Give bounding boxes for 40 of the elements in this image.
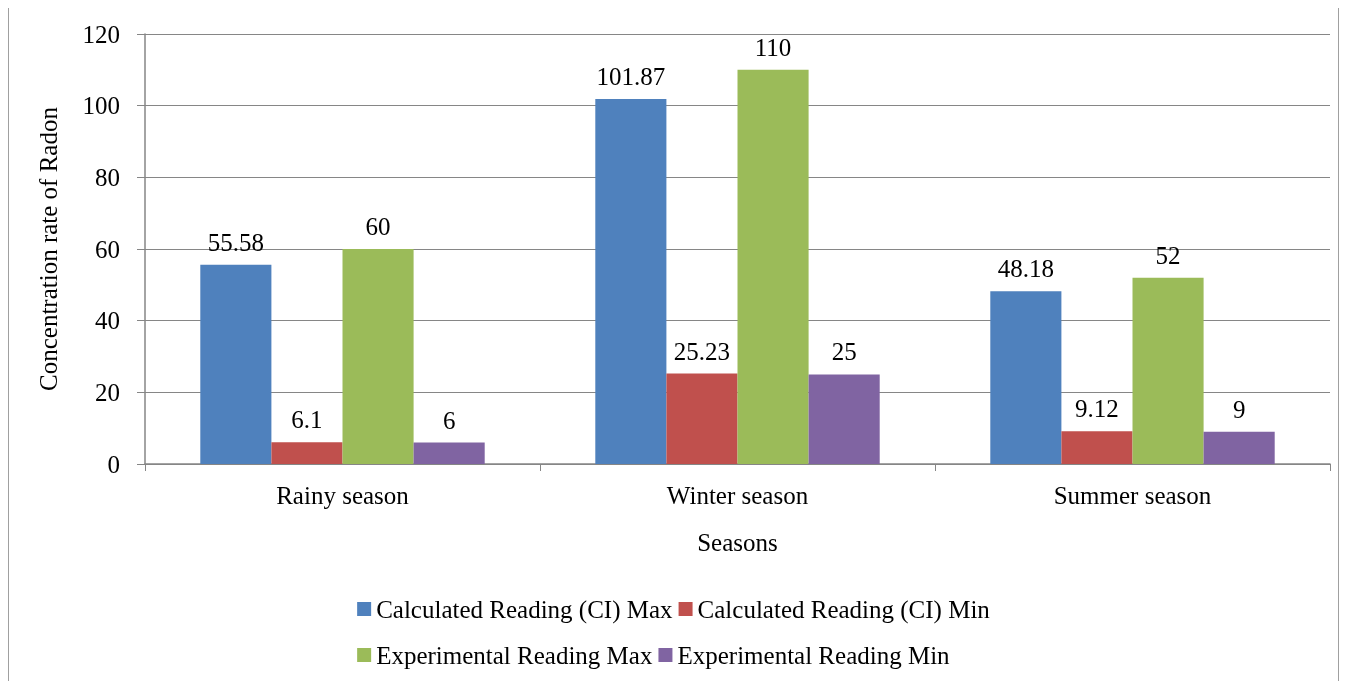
data-label: 9.12 xyxy=(1075,395,1119,423)
legend-label: Calculated Reading (CI) Max xyxy=(376,595,674,624)
bar xyxy=(1132,277,1204,464)
legend-label: Calculated Reading (CI) Min xyxy=(697,595,991,624)
y-tick-label: 0 xyxy=(107,450,120,478)
y-tick-label: 100 xyxy=(82,92,120,120)
legend-label: Experimental Reading Min xyxy=(677,641,951,669)
bar xyxy=(342,249,414,464)
data-label: 60 xyxy=(365,213,391,240)
y-tick-label: 40 xyxy=(95,307,120,335)
data-label: 6 xyxy=(442,406,456,434)
data-label: 52 xyxy=(1155,241,1181,269)
x-axis-title: Seasons xyxy=(697,529,778,556)
x-tick-label: Summer season xyxy=(1053,482,1212,509)
y-tick-label: 80 xyxy=(95,163,120,191)
bar xyxy=(595,98,667,464)
bar xyxy=(1061,431,1133,464)
y-tick-label: 60 xyxy=(95,235,120,263)
y-axis-title: Concentration rate of Radon xyxy=(35,106,62,391)
x-tick-label: Winter season xyxy=(666,482,809,509)
data-label: 101.87 xyxy=(596,62,666,90)
data-label: 9 xyxy=(1232,395,1246,423)
data-label: 25 xyxy=(831,338,857,366)
bar xyxy=(808,374,880,464)
y-tick-label: 120 xyxy=(82,20,120,48)
legend-label: Experimental Reading Max xyxy=(376,641,653,669)
bar xyxy=(271,442,343,464)
bar xyxy=(200,264,272,464)
data-label: 6.1 xyxy=(291,406,323,434)
data-label: 55.58 xyxy=(207,228,264,256)
bar xyxy=(737,69,809,464)
data-label: 25.23 xyxy=(673,337,731,365)
bar xyxy=(666,373,738,464)
data-label: 48.18 xyxy=(997,255,1054,283)
bar xyxy=(413,442,485,464)
bar xyxy=(990,291,1062,464)
y-tick-label: 20 xyxy=(95,378,120,406)
bar xyxy=(1203,431,1275,464)
x-tick-label: Rainy season xyxy=(276,482,410,509)
data-label: 110 xyxy=(754,33,792,61)
